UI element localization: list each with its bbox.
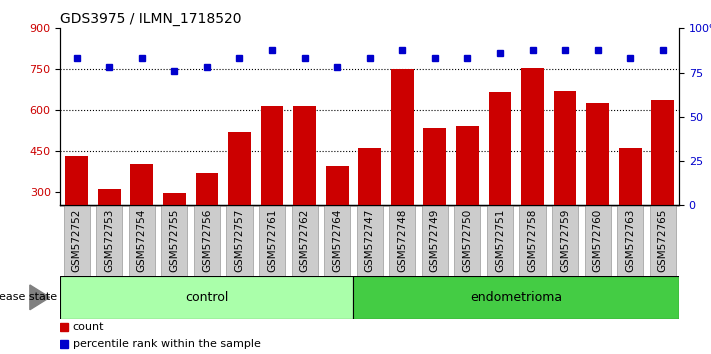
Bar (129, 205, 155, 276)
Text: GSM572754: GSM572754 (137, 209, 147, 273)
Text: control: control (186, 291, 229, 304)
Bar (619, 148, 641, 273)
Bar (391, 69, 414, 273)
Text: GSM572765: GSM572765 (658, 209, 668, 273)
Bar (324, 205, 351, 276)
Bar (488, 92, 511, 273)
Text: GSM572759: GSM572759 (560, 209, 570, 273)
Bar (98, 189, 121, 273)
Bar (554, 91, 577, 273)
Bar (422, 205, 448, 276)
Bar (259, 205, 285, 276)
Text: percentile rank within the sample: percentile rank within the sample (73, 339, 261, 349)
Bar (196, 173, 218, 273)
Text: endometrioma: endometrioma (470, 291, 562, 304)
Bar (358, 148, 381, 273)
Bar (650, 205, 675, 276)
Bar (130, 165, 153, 273)
Text: GSM572749: GSM572749 (430, 209, 440, 273)
Text: GDS3975 / ILMN_1718520: GDS3975 / ILMN_1718520 (60, 12, 242, 26)
Bar (326, 166, 348, 273)
Bar (586, 103, 609, 273)
Bar (261, 106, 284, 273)
Bar (584, 205, 611, 276)
Bar (353, 276, 679, 319)
Text: GSM572752: GSM572752 (72, 209, 82, 273)
Bar (96, 205, 122, 276)
Bar (487, 205, 513, 276)
Bar (520, 205, 545, 276)
Bar (357, 205, 383, 276)
Text: GSM572760: GSM572760 (592, 209, 603, 272)
Bar (424, 128, 447, 273)
Bar (552, 205, 578, 276)
Text: disease state: disease state (0, 292, 57, 302)
Bar (60, 276, 353, 319)
Bar (227, 205, 252, 276)
Bar (163, 193, 186, 273)
Text: GSM572755: GSM572755 (169, 209, 179, 273)
Text: GSM572756: GSM572756 (202, 209, 212, 273)
Bar (65, 156, 88, 273)
Text: GSM572763: GSM572763 (625, 209, 635, 273)
Bar (456, 126, 479, 273)
Text: GSM572757: GSM572757 (235, 209, 245, 273)
Text: GSM572751: GSM572751 (495, 209, 505, 273)
Bar (651, 101, 674, 273)
Bar (194, 205, 220, 276)
Text: GSM572750: GSM572750 (462, 209, 472, 272)
Bar (454, 205, 481, 276)
Text: GSM572747: GSM572747 (365, 209, 375, 273)
Bar (617, 205, 643, 276)
Bar (521, 68, 544, 273)
Text: GSM572761: GSM572761 (267, 209, 277, 273)
Polygon shape (30, 285, 50, 310)
Text: count: count (73, 321, 105, 332)
Text: GSM572764: GSM572764 (332, 209, 342, 273)
Text: GSM572753: GSM572753 (105, 209, 114, 273)
Text: GSM572762: GSM572762 (299, 209, 309, 273)
Text: GSM572748: GSM572748 (397, 209, 407, 273)
Text: GSM572758: GSM572758 (528, 209, 538, 273)
Bar (64, 205, 90, 276)
Bar (228, 132, 251, 273)
Bar (292, 205, 318, 276)
Bar (293, 106, 316, 273)
Bar (161, 205, 188, 276)
Bar (389, 205, 415, 276)
